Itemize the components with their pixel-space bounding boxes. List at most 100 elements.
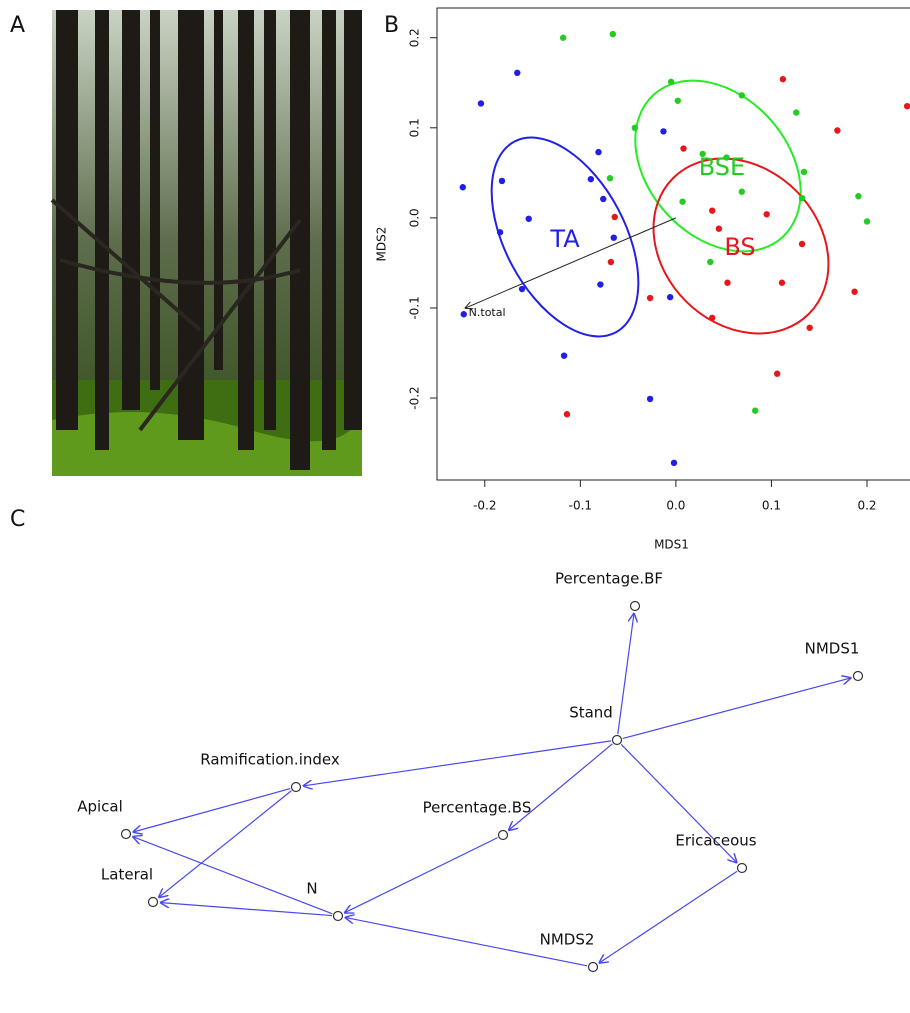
group-label: TA	[549, 225, 580, 253]
point	[806, 324, 813, 331]
point	[667, 78, 675, 86]
edge	[622, 678, 850, 740]
edge	[346, 918, 588, 967]
panel-label: C	[10, 507, 25, 532]
x-tick-label: -0.1	[569, 499, 592, 513]
edge	[509, 743, 613, 830]
edge	[134, 788, 291, 832]
y-tick-label: -0.1	[408, 296, 422, 319]
vector-arrow	[466, 217, 677, 308]
y-axis-label: MDS2	[375, 227, 389, 262]
y-tick-label: -0.2	[408, 386, 422, 409]
x-tick-label: 0.1	[762, 499, 781, 513]
point	[715, 225, 723, 232]
point	[611, 213, 618, 221]
point	[610, 234, 617, 241]
point	[460, 311, 467, 318]
node	[852, 670, 864, 682]
node-label: Percentage.BS	[423, 799, 532, 817]
node	[736, 862, 748, 874]
point	[707, 258, 714, 266]
point	[670, 459, 678, 467]
edge	[620, 743, 736, 862]
node	[497, 829, 509, 841]
point	[778, 279, 786, 286]
node-label: N	[306, 880, 317, 898]
node-label: NMDS1	[805, 640, 860, 658]
point	[477, 100, 485, 107]
y-tick-label: 0.1	[408, 118, 422, 137]
node	[587, 961, 599, 973]
vector-label: N.total	[469, 306, 506, 319]
point	[646, 395, 654, 403]
point	[855, 193, 862, 200]
point	[496, 229, 504, 236]
point	[763, 211, 770, 218]
edge	[161, 903, 333, 917]
point	[723, 154, 730, 161]
point	[798, 240, 806, 248]
point	[609, 30, 617, 38]
x-axis-label: MDS1	[654, 538, 689, 552]
edge	[345, 837, 498, 913]
y-tick-label: 0.2	[408, 28, 422, 47]
point	[525, 215, 532, 222]
node	[611, 734, 623, 746]
group-label: BSE	[699, 153, 745, 181]
edge	[600, 870, 738, 962]
point	[600, 195, 607, 203]
edge	[617, 614, 634, 735]
point	[563, 411, 571, 418]
node	[332, 910, 344, 922]
node-label: Ramification.index	[200, 751, 340, 769]
point	[851, 288, 858, 295]
point	[834, 127, 841, 134]
point	[779, 75, 787, 83]
edge	[159, 790, 292, 897]
x-tick-label: -0.2	[473, 499, 496, 513]
point	[903, 102, 910, 110]
point	[679, 198, 686, 205]
group-label: BS	[724, 233, 755, 261]
ellipses	[490, 79, 830, 338]
point	[597, 281, 604, 288]
point	[631, 124, 638, 132]
point	[752, 407, 759, 414]
point	[518, 285, 526, 293]
point	[646, 294, 654, 302]
point	[459, 184, 466, 191]
panel-label: A	[10, 13, 25, 38]
point	[680, 145, 687, 152]
point	[607, 258, 615, 266]
node	[147, 896, 159, 908]
point	[560, 352, 568, 359]
node-label: Ericaceous	[675, 832, 756, 850]
point	[595, 148, 602, 156]
point	[800, 168, 808, 176]
point	[724, 279, 731, 286]
panel-label: B	[384, 13, 399, 38]
point	[773, 370, 781, 377]
point	[709, 314, 716, 322]
node-label: Apical	[77, 798, 123, 816]
node-label: Lateral	[101, 866, 153, 884]
point	[709, 207, 716, 214]
point	[699, 150, 706, 158]
point	[793, 109, 800, 116]
x-tick-label: 0.0	[666, 499, 685, 513]
point	[498, 177, 506, 185]
x-tick-label: 0.2	[857, 499, 876, 513]
point	[660, 128, 667, 135]
point	[587, 175, 595, 183]
edge	[304, 740, 612, 786]
point	[738, 188, 746, 195]
point	[559, 34, 567, 41]
node-label: Percentage.BF	[555, 570, 663, 588]
node-label: NMDS2	[540, 931, 595, 949]
node	[290, 781, 302, 793]
point	[606, 175, 614, 182]
node-label: Stand	[569, 704, 613, 722]
point	[738, 92, 746, 99]
y-tick-label: 0.0	[408, 208, 422, 227]
